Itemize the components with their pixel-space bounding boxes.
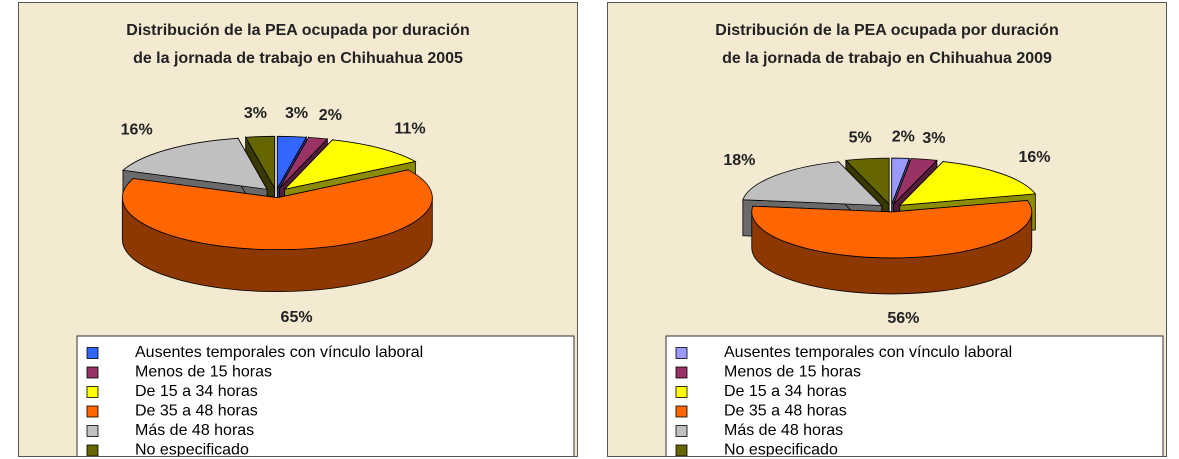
legend-swatch [675,444,688,456]
legend-label: Ausentes temporales con vínculo laboral [724,344,1012,361]
legend-box [76,335,575,456]
data-label: 3% [244,105,267,122]
legend-swatch [675,405,688,418]
data-label: 2% [892,129,915,146]
data-label: 65% [281,309,313,326]
legend-label: De 35 a 48 horas [135,403,258,420]
chart-panel: 3% 2% 11% 65% 16% 3% Ausentes temporales con v… [18,2,578,457]
slice [751,200,1033,259]
slice [742,161,883,206]
data-label: 3% [922,130,945,147]
legend-label: No especificado [135,442,249,456]
slice [244,135,276,190]
data-label: 56% [887,310,919,327]
slice [893,158,938,205]
slice [279,136,329,189]
slice [844,157,890,206]
legend-label: De 15 a 34 horas [135,383,258,400]
legend-label: De 15 a 34 horas [724,383,847,400]
slice [122,137,268,190]
legend-label: Más de 48 horas [135,422,254,439]
legend-label: No especificado [724,442,838,456]
legend-swatch [675,386,688,398]
data-label: 16% [1018,149,1050,166]
slice [121,169,433,251]
chart: 3% 2% 11% 65% 16% 3% Ausentes temporales con v… [76,105,575,456]
data-label: 11% [394,120,425,137]
slice [283,139,417,190]
slice [891,157,910,205]
slice [898,161,1037,206]
legend-swatch [86,425,99,437]
legend-label: Menos de 15 horas [724,364,861,381]
data-label: 5% [849,129,872,146]
legend-label: Ausentes temporales con vínculo laboral [135,344,423,361]
legend-swatch [86,386,99,398]
data-label: 18% [723,152,755,169]
legend-box [665,335,1164,456]
chart-title: Distribución de la PEA ocupada por durac… [126,22,470,67]
chart: 2% 3% 16% 56% 18% 5% Ausentes temporales con v… [665,129,1164,456]
legend-label: Más de 48 horas [724,422,843,439]
legend-label: De 35 a 48 horas [724,403,847,420]
legend-swatch [675,425,688,437]
legend-swatch [86,405,99,418]
legend-swatch [86,366,99,379]
legend-swatch [675,366,688,379]
legend-label: Menos de 15 horas [135,364,272,381]
data-label: 16% [121,122,153,139]
chart-title: Distribución de la PEA ocupada por durac… [715,22,1059,67]
data-label: 3% [285,105,308,122]
legend-swatch [675,347,688,359]
chart-panel: 2% 3% 16% 56% 18% 5% Ausentes temporales con v… [607,2,1167,457]
legend-swatch [86,347,99,359]
slice [276,135,308,190]
legend-swatch [86,444,99,456]
data-label: 2% [319,107,342,124]
